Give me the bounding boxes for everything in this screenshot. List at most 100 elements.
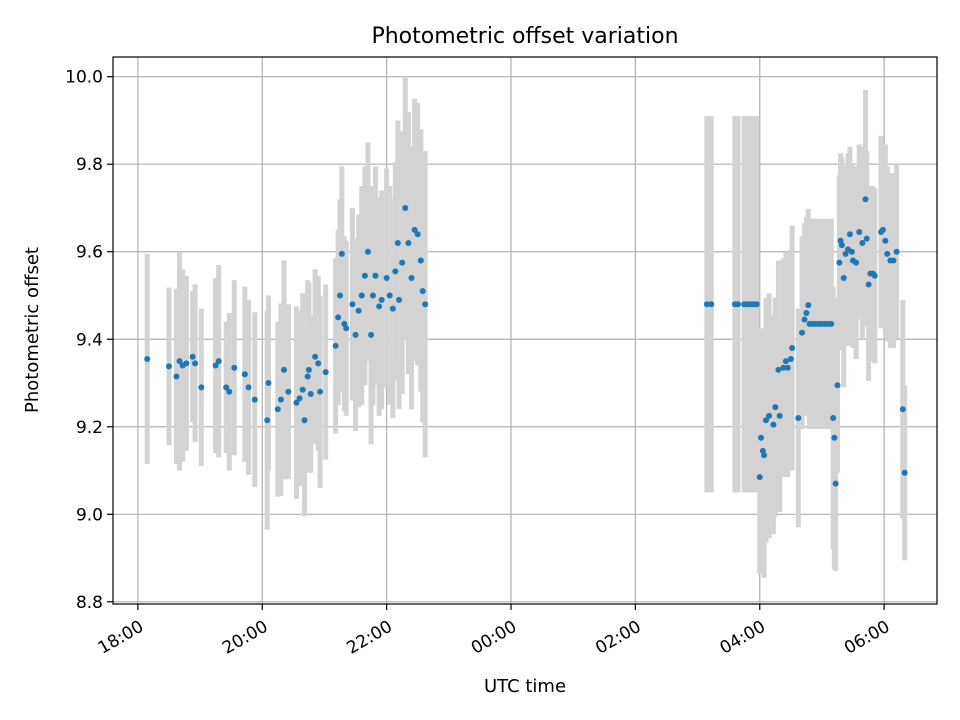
data-point bbox=[299, 386, 306, 393]
data-point bbox=[343, 325, 350, 332]
data-point bbox=[734, 301, 741, 308]
data-point bbox=[708, 301, 715, 308]
x-tick-label: 04:00 bbox=[717, 617, 769, 659]
data-point bbox=[863, 235, 870, 242]
data-point bbox=[770, 421, 777, 428]
data-point bbox=[293, 399, 300, 406]
data-point bbox=[772, 404, 779, 411]
data-point bbox=[349, 301, 356, 308]
data-point bbox=[335, 314, 342, 321]
data-point bbox=[355, 307, 362, 314]
data-point bbox=[865, 281, 872, 288]
data-point bbox=[871, 272, 878, 279]
data-point bbox=[803, 309, 810, 316]
x-tick-label: 22:00 bbox=[343, 617, 395, 659]
data-point bbox=[336, 292, 343, 299]
data-point bbox=[422, 301, 429, 308]
data-point bbox=[369, 292, 376, 299]
data-point bbox=[758, 434, 765, 441]
y-tick-label: 9.0 bbox=[76, 505, 103, 525]
data-point bbox=[305, 366, 312, 373]
data-point bbox=[879, 226, 886, 233]
y-tick-label: 9.4 bbox=[76, 330, 103, 350]
y-axis-ticks: 8.8 9.0 9.2 9.4 9.6 9.8 10.0 bbox=[65, 68, 113, 613]
data-point bbox=[838, 242, 845, 249]
data-point bbox=[795, 415, 802, 422]
data-point bbox=[787, 355, 794, 362]
data-point bbox=[394, 239, 401, 246]
data-point bbox=[846, 231, 853, 238]
data-point bbox=[281, 366, 288, 373]
data-point bbox=[893, 248, 900, 255]
data-point bbox=[372, 272, 379, 279]
data-point bbox=[173, 373, 180, 380]
data-point bbox=[183, 360, 190, 367]
data-point bbox=[901, 469, 908, 476]
data-point bbox=[332, 342, 339, 349]
data-point bbox=[776, 412, 783, 419]
data-point bbox=[828, 320, 835, 327]
data-point bbox=[399, 259, 406, 266]
data-point bbox=[859, 239, 866, 246]
data-point bbox=[756, 474, 763, 481]
data-point bbox=[884, 250, 891, 257]
plot-frame bbox=[112, 56, 938, 605]
data-point bbox=[368, 331, 375, 338]
y-tick-label: 8.8 bbox=[76, 593, 103, 613]
data-point bbox=[856, 229, 863, 236]
data-point bbox=[304, 373, 311, 380]
chart-title: Photometric offset variation bbox=[371, 24, 678, 49]
x-tick-label: 00:00 bbox=[468, 617, 520, 659]
data-point bbox=[842, 250, 849, 257]
data-point bbox=[775, 366, 782, 373]
data-point bbox=[780, 364, 787, 371]
data-point bbox=[832, 480, 839, 487]
data-point bbox=[840, 274, 847, 281]
data-point bbox=[352, 331, 359, 338]
data-point bbox=[226, 388, 233, 395]
data-point bbox=[703, 301, 710, 308]
data-point bbox=[189, 353, 196, 360]
data-point bbox=[241, 371, 248, 378]
data-point bbox=[215, 358, 222, 365]
data-point bbox=[411, 226, 418, 233]
x-axis-ticks: 18:00 20:00 22:00 00:00 02:00 04:00 06:00 bbox=[95, 604, 893, 659]
y-tick-label: 9.6 bbox=[76, 243, 103, 263]
y-tick-label: 9.2 bbox=[76, 418, 103, 438]
data-point bbox=[830, 415, 837, 422]
data-point bbox=[312, 353, 319, 360]
data-point bbox=[805, 302, 812, 309]
data-point bbox=[277, 396, 284, 403]
data-point bbox=[834, 382, 841, 389]
data-point bbox=[296, 395, 303, 402]
data-point bbox=[417, 257, 424, 264]
data-point bbox=[383, 274, 390, 281]
error-bars bbox=[144, 76, 908, 578]
x-tick-label: 06:00 bbox=[841, 617, 893, 659]
data-point bbox=[862, 196, 869, 203]
data-point bbox=[231, 364, 238, 371]
data-point bbox=[762, 417, 769, 424]
data-point bbox=[317, 388, 324, 395]
x-axis-label: UTC time bbox=[484, 676, 566, 697]
data-point bbox=[251, 396, 258, 403]
data-point bbox=[322, 369, 329, 376]
data-point bbox=[285, 388, 292, 395]
data-point bbox=[882, 237, 889, 244]
data-point bbox=[144, 355, 151, 362]
data-point bbox=[265, 380, 272, 387]
data-point bbox=[392, 268, 399, 275]
data-points bbox=[144, 196, 908, 487]
data-point bbox=[899, 406, 906, 413]
data-point bbox=[274, 406, 281, 413]
data-point bbox=[405, 239, 412, 246]
data-point bbox=[789, 345, 796, 352]
data-point bbox=[315, 360, 322, 367]
data-point bbox=[358, 292, 365, 299]
data-point bbox=[364, 248, 371, 255]
data-point bbox=[801, 316, 808, 323]
y-axis-label: Photometric offset bbox=[22, 247, 43, 413]
data-point bbox=[396, 296, 403, 303]
data-point bbox=[389, 305, 396, 312]
